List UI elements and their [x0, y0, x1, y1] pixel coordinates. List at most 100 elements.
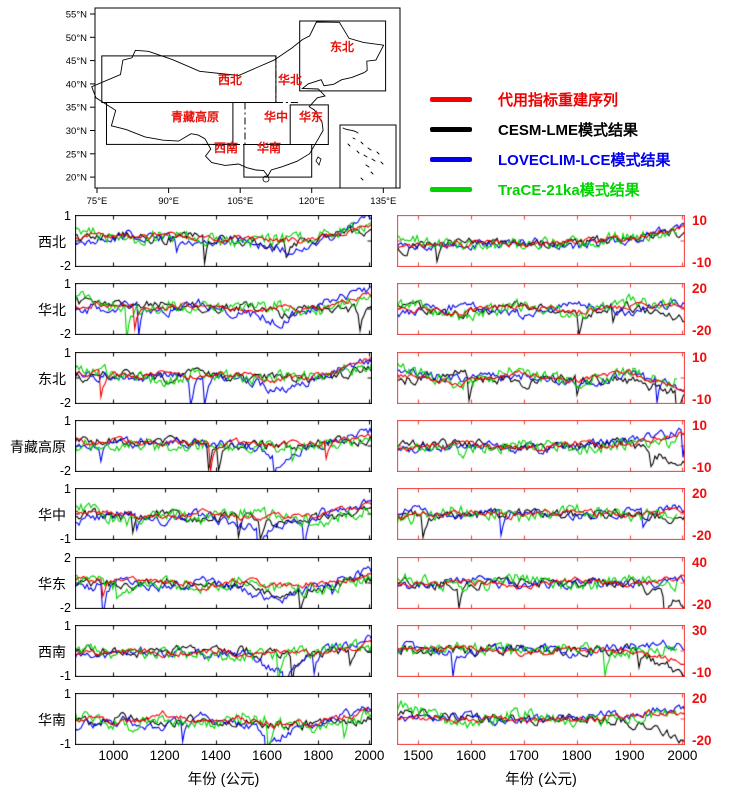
legend-swatch-trace — [430, 186, 472, 192]
timeseries-panel-right-7 — [397, 625, 685, 677]
right-ytick-bottom-6: -20 — [692, 597, 712, 612]
box-huanan — [243, 144, 313, 178]
timeseries-panel-left-1 — [75, 215, 372, 267]
right-ytick-bottom-7: -10 — [692, 665, 712, 680]
left-ytick-top-6: 2 — [64, 551, 71, 565]
row-label-7: 西南 — [38, 644, 66, 660]
right-xtick-2000: 2000 — [667, 748, 698, 763]
left-xtick-1400: 1400 — [200, 748, 231, 763]
left-ytick-top-3: 1 — [64, 346, 71, 360]
legend-item-cesm: CESM-LME模式结果 — [430, 119, 638, 139]
timeseries-panel-right-3 — [397, 352, 685, 404]
map-lon-label: 120°E — [299, 196, 325, 207]
taiwan-outline — [315, 156, 322, 166]
timeseries-panel-left-8 — [75, 693, 372, 745]
legend-swatch-cesm — [430, 126, 472, 132]
right-xtick-1900: 1900 — [614, 748, 645, 763]
right-ytick-top-7: 30 — [692, 623, 708, 638]
left-ytick-bottom-3: -2 — [59, 396, 71, 410]
box-dongbei — [299, 20, 387, 92]
map-region-label: 华东 — [299, 109, 323, 124]
china-region-map: 55°N 50°N 45°N 40°N 35°N 30°N 25°N 20°N 75°E 90°E… — [66, 7, 401, 207]
map-lat-label: 50°N — [66, 33, 87, 44]
right-ytick-top-2: 20 — [692, 281, 708, 296]
row-label-8: 华南 — [38, 712, 66, 728]
map-lat-label: 25°N — [66, 149, 87, 160]
left-ytick-top-7: 1 — [64, 619, 71, 633]
row-label-4: 青藏高原 — [10, 439, 66, 455]
legend-swatch-proxy — [430, 96, 472, 102]
timeseries-panel-left-5 — [75, 488, 372, 540]
map-region-label: 华北 — [278, 72, 302, 87]
left-xtick-1200: 1200 — [149, 748, 180, 763]
right-ytick-top-5: 20 — [692, 486, 708, 501]
legend-item-trace: TraCE-21ka模式结果 — [430, 179, 640, 199]
timeseries-panel-right-6 — [397, 557, 685, 609]
timeseries-panel-left-3 — [75, 352, 372, 404]
left-ytick-top-1: 1 — [64, 209, 71, 223]
map-lat-label: 35°N — [66, 103, 87, 114]
right-ytick-bottom-4: -10 — [692, 460, 712, 475]
map-plot-border — [94, 7, 401, 189]
map-lat-label: 55°N — [66, 10, 87, 21]
map-region-label: 东北 — [330, 39, 354, 54]
left-ytick-top-5: 1 — [64, 482, 71, 496]
right-xtick-1500: 1500 — [403, 748, 434, 763]
map-lon-label: 135°E — [370, 196, 396, 207]
map-lat-label: 30°N — [66, 126, 87, 137]
right-ytick-bottom-5: -20 — [692, 528, 712, 543]
legend-label-cesm: CESM-LME模式结果 — [498, 121, 638, 139]
left-xtick-1800: 1800 — [303, 748, 334, 763]
left-xtick-1600: 1600 — [251, 748, 283, 763]
map-region-label: 华南 — [257, 140, 281, 155]
legend-label-trace: TraCE-21ka模式结果 — [498, 181, 640, 199]
left-ytick-bottom-4: -2 — [59, 464, 71, 478]
right-ytick-top-6: 40 — [692, 555, 708, 570]
right-ytick-bottom-2: -20 — [692, 323, 712, 338]
map-lon-label: 90°E — [158, 196, 179, 207]
right-x-axis-title: 年份 (公元) — [505, 772, 577, 788]
right-ytick-bottom-3: -10 — [692, 392, 712, 407]
left-ytick-bottom-1: -2 — [59, 259, 71, 273]
map-region-label: 西南 — [214, 140, 238, 155]
map-lat-label: 20°N — [66, 173, 87, 184]
timeseries-panel-left-2 — [75, 283, 372, 335]
left-ytick-bottom-7: -1 — [59, 669, 71, 683]
left-ytick-bottom-2: -2 — [59, 327, 71, 341]
legend-label-proxy: 代用指标重建序列 — [498, 91, 619, 109]
row-label-5: 华中 — [38, 507, 66, 523]
timeseries-panel-right-5 — [397, 488, 685, 540]
box-qingzang — [106, 102, 234, 145]
map-lon-label: 75°E — [87, 196, 108, 207]
left-ytick-top-2: 1 — [64, 277, 71, 291]
right-xtick-1700: 1700 — [508, 748, 539, 763]
south-china-sea-inset — [339, 124, 397, 189]
map-lat-label: 45°N — [66, 56, 87, 67]
timeseries-panel-right-1 — [397, 215, 685, 267]
legend-swatch-loveclim — [430, 156, 472, 162]
timeseries-panel-right-4 — [397, 420, 685, 472]
right-ytick-top-1: 10 — [692, 213, 708, 228]
legend-item-loveclim: LOVECLIM-LCE模式结果 — [430, 149, 671, 169]
timeseries-panel-right-2 — [397, 283, 685, 335]
left-xtick-2000: 2000 — [354, 748, 385, 763]
right-ytick-top-3: 10 — [692, 350, 708, 365]
timeseries-panel-right-8 — [397, 693, 685, 745]
right-ytick-top-8: 20 — [692, 691, 708, 706]
row-label-2: 华北 — [38, 302, 66, 318]
legend-item-proxy: 代用指标重建序列 — [430, 89, 618, 109]
map-lat-label: 40°N — [66, 79, 87, 90]
right-ytick-top-4: 10 — [692, 418, 708, 433]
right-xtick-1800: 1800 — [561, 748, 592, 763]
box-xibei — [101, 55, 277, 103]
row-label-3: 东北 — [38, 371, 66, 387]
left-ytick-bottom-5: -1 — [59, 532, 71, 546]
map-region-label: 青藏高原 — [171, 109, 219, 124]
right-xtick-1600: 1600 — [455, 748, 486, 763]
hainan-outline — [262, 175, 270, 183]
left-ytick-bottom-6: -2 — [59, 601, 71, 615]
left-xtick-1000: 1000 — [98, 748, 129, 763]
timeseries-panel-left-6 — [75, 557, 372, 609]
